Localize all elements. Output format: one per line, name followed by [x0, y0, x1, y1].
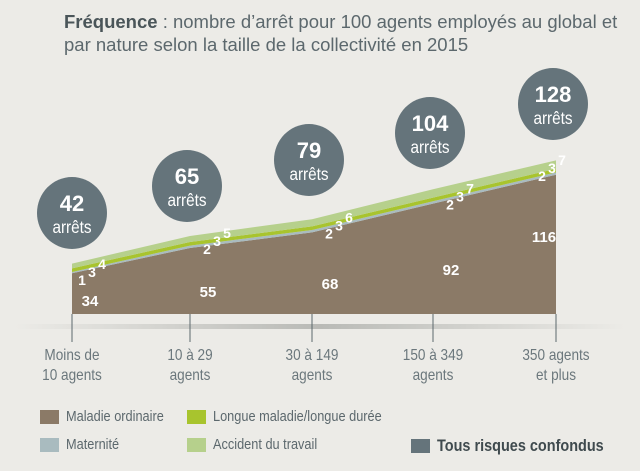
total-unit: arrêts	[52, 217, 91, 237]
total-value: 79	[297, 138, 321, 163]
legend-swatch	[187, 437, 206, 452]
title-bold: Fréquence	[64, 11, 158, 32]
area-accident-du-travail	[72, 160, 556, 269]
total-unit: arrêts	[167, 190, 206, 210]
x-tick-label: 30 à 149	[286, 347, 339, 364]
value-label: 7	[558, 152, 566, 168]
value-label: 2	[325, 225, 333, 241]
total-bubble	[274, 124, 344, 196]
legend-swatch	[40, 409, 59, 424]
value-label: 3	[213, 233, 221, 249]
x-tick-label: Moins de	[44, 347, 99, 364]
total-bubble	[152, 150, 222, 222]
legend-item: Maladie ordinaire	[40, 408, 181, 425]
value-label: 1	[78, 272, 86, 288]
total-bubble	[37, 177, 107, 249]
value-label: 3	[335, 217, 343, 233]
value-label: 2	[203, 241, 211, 257]
x-tick-label: 10 agents	[42, 367, 102, 384]
area-maladie-ordinaire	[72, 174, 556, 314]
value-label: 5	[223, 225, 231, 241]
total-value: 104	[412, 111, 449, 136]
total-bubble	[395, 97, 465, 169]
legend-label: Accident du travail	[213, 436, 318, 453]
value-label: 92	[443, 262, 460, 279]
value-label: 34	[82, 293, 99, 310]
value-label: 2	[446, 197, 454, 213]
title-rest: : nombre d’arrêt pour 100 agents employé…	[64, 11, 618, 55]
value-label: 3	[548, 160, 556, 176]
total-unit: arrêts	[410, 137, 449, 157]
total-value: 65	[175, 164, 199, 189]
total-bubble	[518, 68, 588, 140]
x-tick-label: agents	[413, 367, 454, 384]
legend-swatch	[411, 439, 430, 453]
legend-label: Maternité	[66, 436, 120, 453]
total-unit: arrêts	[289, 164, 328, 184]
chart-title: Fréquence : nombre d’arrêt pour 100 agen…	[64, 10, 634, 56]
legend-item: Accident du travail	[187, 436, 336, 453]
legend-item: Tous risques confondus	[411, 436, 633, 456]
value-label: 6	[345, 209, 353, 225]
value-label: 55	[200, 284, 217, 301]
value-label: 3	[88, 264, 96, 280]
legend-swatch	[40, 437, 59, 452]
total-value: 128	[535, 82, 572, 107]
value-label: 4	[98, 256, 106, 272]
value-label: 7	[466, 181, 474, 197]
legend-item: Maternité	[40, 436, 129, 453]
legend-item: Longue maladie/longue durée	[187, 408, 412, 425]
floor-line	[15, 324, 625, 329]
x-tick-label: et plus	[536, 367, 576, 384]
value-label: 3	[456, 189, 464, 205]
x-tick-label: 150 à 349	[403, 347, 463, 364]
legend-label: Maladie ordinaire	[66, 408, 164, 425]
total-unit: arrêts	[533, 108, 572, 128]
legend-label: Longue maladie/longue durée	[213, 408, 382, 425]
legend-swatch	[187, 409, 206, 424]
total-value: 42	[60, 191, 84, 216]
x-tick-label: 10 à 29	[167, 347, 212, 364]
value-label: 68	[322, 276, 339, 293]
value-label: 2	[538, 168, 546, 184]
x-tick-label: agents	[292, 367, 333, 384]
x-tick-label: agents	[170, 367, 211, 384]
legend-label: Tous risques confondus	[437, 436, 604, 455]
value-label: 116	[532, 229, 556, 246]
x-tick-label: 350 agents	[522, 347, 589, 364]
